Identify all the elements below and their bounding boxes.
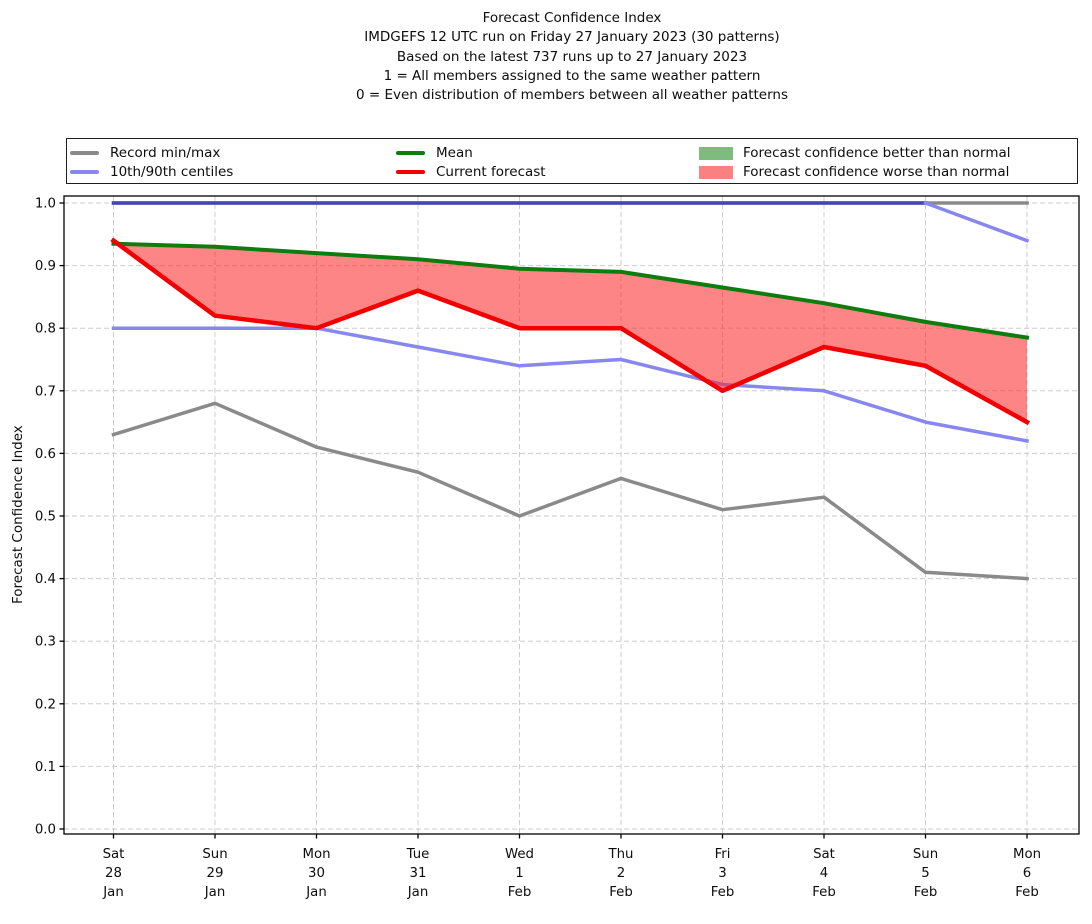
x-tick-label: Jan — [407, 885, 429, 900]
y-tick-label: 0.1 — [35, 760, 56, 775]
centiles-line-swatch — [70, 170, 99, 174]
title-line-2: IMDGEFS 12 UTC run on Friday 27 January … — [364, 29, 780, 46]
y-tick-label: 0.0 — [35, 823, 56, 838]
y-tick-label: 0.8 — [35, 322, 56, 337]
p90-descent-line — [923, 200, 1030, 243]
y-tick-label: 0.9 — [35, 259, 56, 274]
title-line-1: Forecast Confidence Index — [482, 10, 662, 26]
x-tick-label: Sun — [202, 847, 227, 862]
x-tick-label: Jan — [305, 885, 327, 900]
record-minmax-line-swatch — [70, 151, 99, 155]
title-line-4: 1 = All members assigned to the same wea… — [383, 67, 761, 84]
x-tick-label: Feb — [609, 885, 633, 900]
y-tick-label: 0.6 — [35, 447, 56, 462]
x-tick-label: Feb — [914, 885, 938, 900]
x-tick-label: Feb — [1015, 885, 1039, 900]
legend: Record min/max 10th/90th centiles Mean C… — [66, 138, 1078, 184]
x-tick-label: Feb — [508, 885, 532, 900]
x-tick-label: 6 — [1023, 866, 1031, 881]
x-tick-label: Wed — [505, 847, 534, 862]
chart-title-block: Forecast Confidence Index IMDGEFS 12 UTC… — [52, 9, 1092, 105]
x-tick-label: Sat — [103, 847, 125, 862]
x-tick-label: Fri — [715, 847, 731, 862]
legend-label-current-forecast: Current forecast — [436, 164, 546, 180]
legend-item-current-forecast: Current forecast — [396, 164, 546, 180]
y-tick-label: 0.5 — [35, 510, 56, 525]
x-tick-label: Mon — [1013, 847, 1041, 862]
x-tick-label: Thu — [608, 847, 634, 862]
x-tick-label: Feb — [711, 885, 735, 900]
current-line — [110, 237, 1031, 426]
legend-item-better-than-normal: Forecast confidence better than normal — [699, 145, 1011, 161]
worse-than-normal-patch-swatch — [699, 165, 733, 179]
x-tick-label: 5 — [921, 866, 929, 881]
legend-item-record-minmax: Record min/max — [70, 145, 220, 161]
y-tick-label: 0.2 — [35, 697, 56, 712]
y-tick-label: 0.7 — [35, 384, 56, 399]
legend-item-centiles: 10th/90th centiles — [70, 164, 233, 180]
x-tick-label: 1 — [515, 866, 523, 881]
x-tick-label: Feb — [812, 885, 836, 900]
better-than-normal-patch-swatch — [699, 146, 733, 160]
y-axis-title: Forecast Confidence Index — [10, 425, 26, 605]
x-tick-label: Jan — [204, 885, 226, 900]
legend-label-centiles: 10th/90th centiles — [110, 164, 234, 180]
current-forecast-line-swatch — [396, 170, 425, 174]
p10-line — [111, 326, 1030, 443]
mean-line — [111, 241, 1030, 340]
record-min-line — [111, 401, 1029, 581]
x-tick-label: Tue — [406, 847, 430, 862]
x-tick-label: Jan — [102, 885, 124, 900]
y-tick-label: 0.3 — [35, 635, 56, 650]
y-tick-label: 1.0 — [35, 197, 56, 212]
title-line-5: 0 = Even distribution of members between… — [355, 87, 789, 104]
legend-label-record-minmax: Record min/max — [110, 145, 221, 161]
legend-item-mean: Mean — [396, 145, 473, 161]
x-tick-label: 4 — [820, 866, 828, 881]
axes-frame — [63, 195, 1080, 835]
x-tick-label: 31 — [410, 866, 427, 881]
title-line-3: Based on the latest 737 runs up to 27 Ja… — [396, 48, 748, 65]
x-tick-label: Sun — [913, 847, 938, 862]
legend-label-mean: Mean — [436, 145, 473, 161]
legend-label-worse-than-normal: Forecast confidence worse than normal — [743, 164, 1010, 180]
x-tick-label: Mon — [302, 847, 330, 862]
y-tick-label: 0.4 — [35, 572, 56, 587]
legend-item-worse-than-normal: Forecast confidence worse than normal — [699, 164, 1009, 180]
x-tick-label: 28 — [105, 866, 122, 881]
mean-line-swatch — [396, 151, 425, 155]
fill-worse-region — [117, 243, 1027, 423]
x-tick-label: 2 — [617, 866, 625, 881]
x-tick-label: 29 — [207, 866, 224, 881]
x-tick-label: 3 — [718, 866, 726, 881]
x-tick-label: Sat — [813, 847, 835, 862]
x-tick-label: 30 — [308, 866, 325, 881]
legend-label-better-than-normal: Forecast confidence better than normal — [743, 145, 1011, 161]
